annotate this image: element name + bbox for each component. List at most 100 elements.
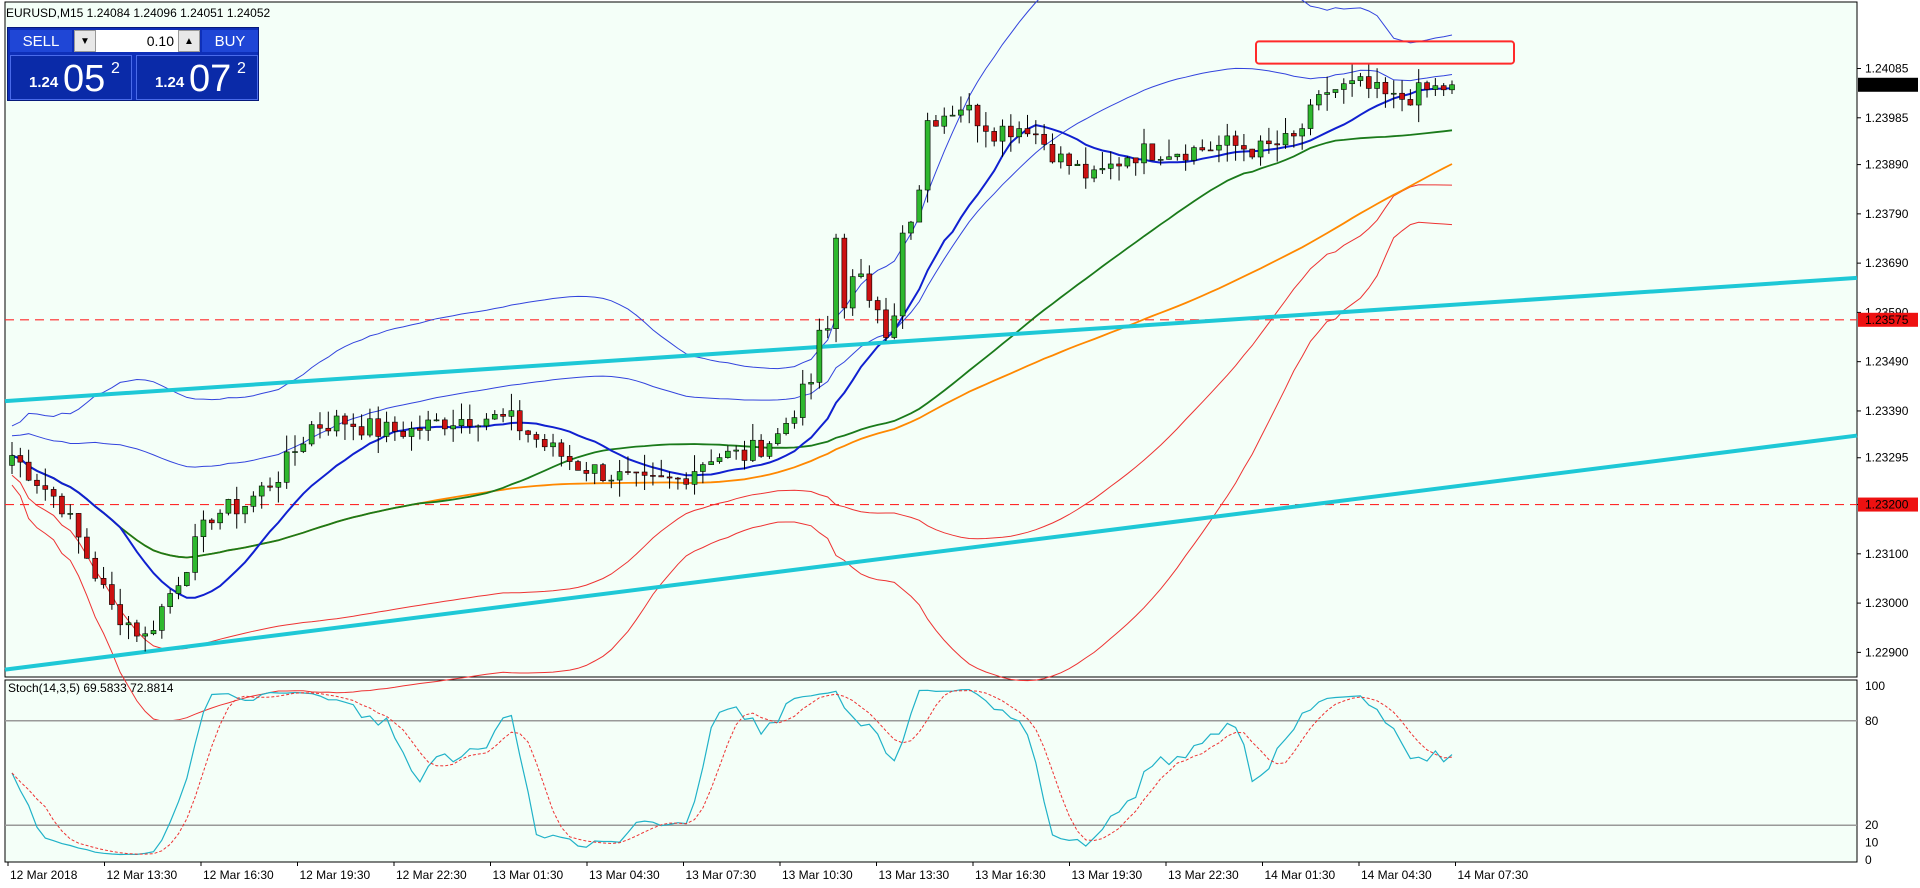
buy-button[interactable]: BUY (202, 30, 258, 52)
moving-average-blue (11, 87, 1453, 599)
candle-body (217, 512, 223, 524)
candle-body (708, 461, 714, 465)
candle-body (1107, 163, 1114, 169)
candle-body (583, 470, 590, 474)
candle-body (1316, 94, 1322, 106)
candle-body (1332, 89, 1339, 93)
candle-body (308, 424, 315, 445)
current-price-tag (1858, 77, 1918, 92)
candle-body (225, 499, 232, 514)
candle-body (292, 451, 298, 453)
candle-body (233, 499, 240, 515)
candle-body (1440, 85, 1447, 91)
candle-body (159, 606, 165, 631)
candle-body (791, 417, 798, 424)
lower-envelope-inner (11, 184, 1453, 650)
candle-body (1266, 140, 1272, 145)
candle-body (1057, 153, 1064, 163)
candle-body (941, 115, 948, 127)
candle-body (1016, 128, 1022, 138)
candle-body (200, 519, 207, 537)
candle-body (700, 464, 706, 472)
candle-body (924, 120, 931, 191)
upper-trendline[interactable] (4, 275, 1858, 404)
candle-body (1274, 143, 1281, 146)
candle-body (808, 382, 814, 385)
candle-body (1424, 82, 1430, 90)
candle-body (1365, 76, 1372, 89)
candle-body (566, 456, 573, 462)
candle-body (858, 273, 864, 277)
lower-trendline[interactable] (4, 433, 1858, 672)
ask-price[interactable]: 1.24 07 2 (136, 55, 258, 100)
candle-body (1432, 85, 1439, 90)
candle-body (999, 125, 1006, 142)
price-axis-label: 1.23100 (1865, 547, 1909, 561)
candle-body (783, 423, 789, 434)
candle-body (1207, 149, 1214, 152)
bid-price-pips: 05 (63, 58, 106, 100)
candle-body (591, 464, 598, 474)
candle-body (575, 461, 581, 471)
resistance-highlight-box[interactable] (1255, 40, 1515, 65)
candle-body (333, 415, 340, 432)
candle-body (758, 439, 764, 457)
lot-size-value[interactable]: 0.10 (146, 33, 174, 49)
candle-body (50, 489, 57, 497)
price-axis-label: 1.24085 (1865, 62, 1909, 76)
candle-body (134, 622, 140, 637)
candle-body (516, 410, 523, 432)
candle-body (608, 479, 615, 482)
time-axis-label: 12 Mar 22:30 (396, 868, 467, 882)
candle-body (325, 427, 332, 432)
candle-body (400, 430, 407, 437)
candle-body (183, 572, 190, 586)
candle-body (716, 457, 723, 462)
candle-body (250, 495, 257, 507)
candle-body (525, 430, 531, 435)
time-axis-label: 12 Mar 16:30 (203, 868, 274, 882)
stochastic-main-line (11, 688, 1453, 856)
candle-body (824, 328, 831, 331)
candle-body (275, 482, 282, 488)
candle-body (350, 423, 357, 427)
candle-body (958, 109, 964, 116)
price-axis-label: 1.23295 (1865, 451, 1909, 465)
candle-body (267, 485, 273, 488)
time-axis-label: 13 Mar 19:30 (1072, 868, 1143, 882)
price-axis-label: 1.23390 (1865, 404, 1909, 418)
lot-decrease-icon[interactable]: ▼ (74, 30, 96, 52)
candle-body (1407, 99, 1414, 106)
candle-body (691, 471, 698, 485)
candle-body (899, 232, 906, 317)
candle-body (500, 414, 506, 417)
candle-body (675, 477, 681, 480)
candle-body (1349, 80, 1355, 85)
lot-increase-icon[interactable]: ▲ (178, 30, 200, 52)
candle-body (208, 519, 215, 524)
candle-body (1299, 128, 1305, 137)
time-axis-label: 13 Mar 10:30 (782, 868, 853, 882)
candle-body (974, 104, 981, 127)
candle-body (34, 479, 40, 486)
time-axis-label: 14 Mar 04:30 (1361, 868, 1432, 882)
candle-body (766, 443, 773, 457)
sell-button[interactable]: SELL (10, 30, 72, 52)
candle-body (1024, 128, 1031, 135)
candle-body (733, 449, 739, 452)
candle-body (1082, 163, 1089, 179)
upper-envelope-outer (11, 0, 1453, 427)
level-price-label: 1.23575 (1865, 313, 1909, 327)
candle-body (383, 421, 390, 437)
candle-body (1324, 92, 1330, 95)
bid-price[interactable]: 1.24 05 2 (10, 55, 132, 100)
candle-body (849, 276, 856, 309)
price-axis-label: 1.23000 (1865, 596, 1909, 610)
ask-price-prefix: 1.24 (155, 74, 185, 91)
price-axis-label: 1.23790 (1865, 207, 1909, 221)
candle-body (242, 506, 248, 515)
lot-size-field[interactable]: ▼ 0.10 ▲ (74, 30, 200, 52)
candle-body (117, 604, 124, 626)
candle-body (1249, 148, 1256, 158)
